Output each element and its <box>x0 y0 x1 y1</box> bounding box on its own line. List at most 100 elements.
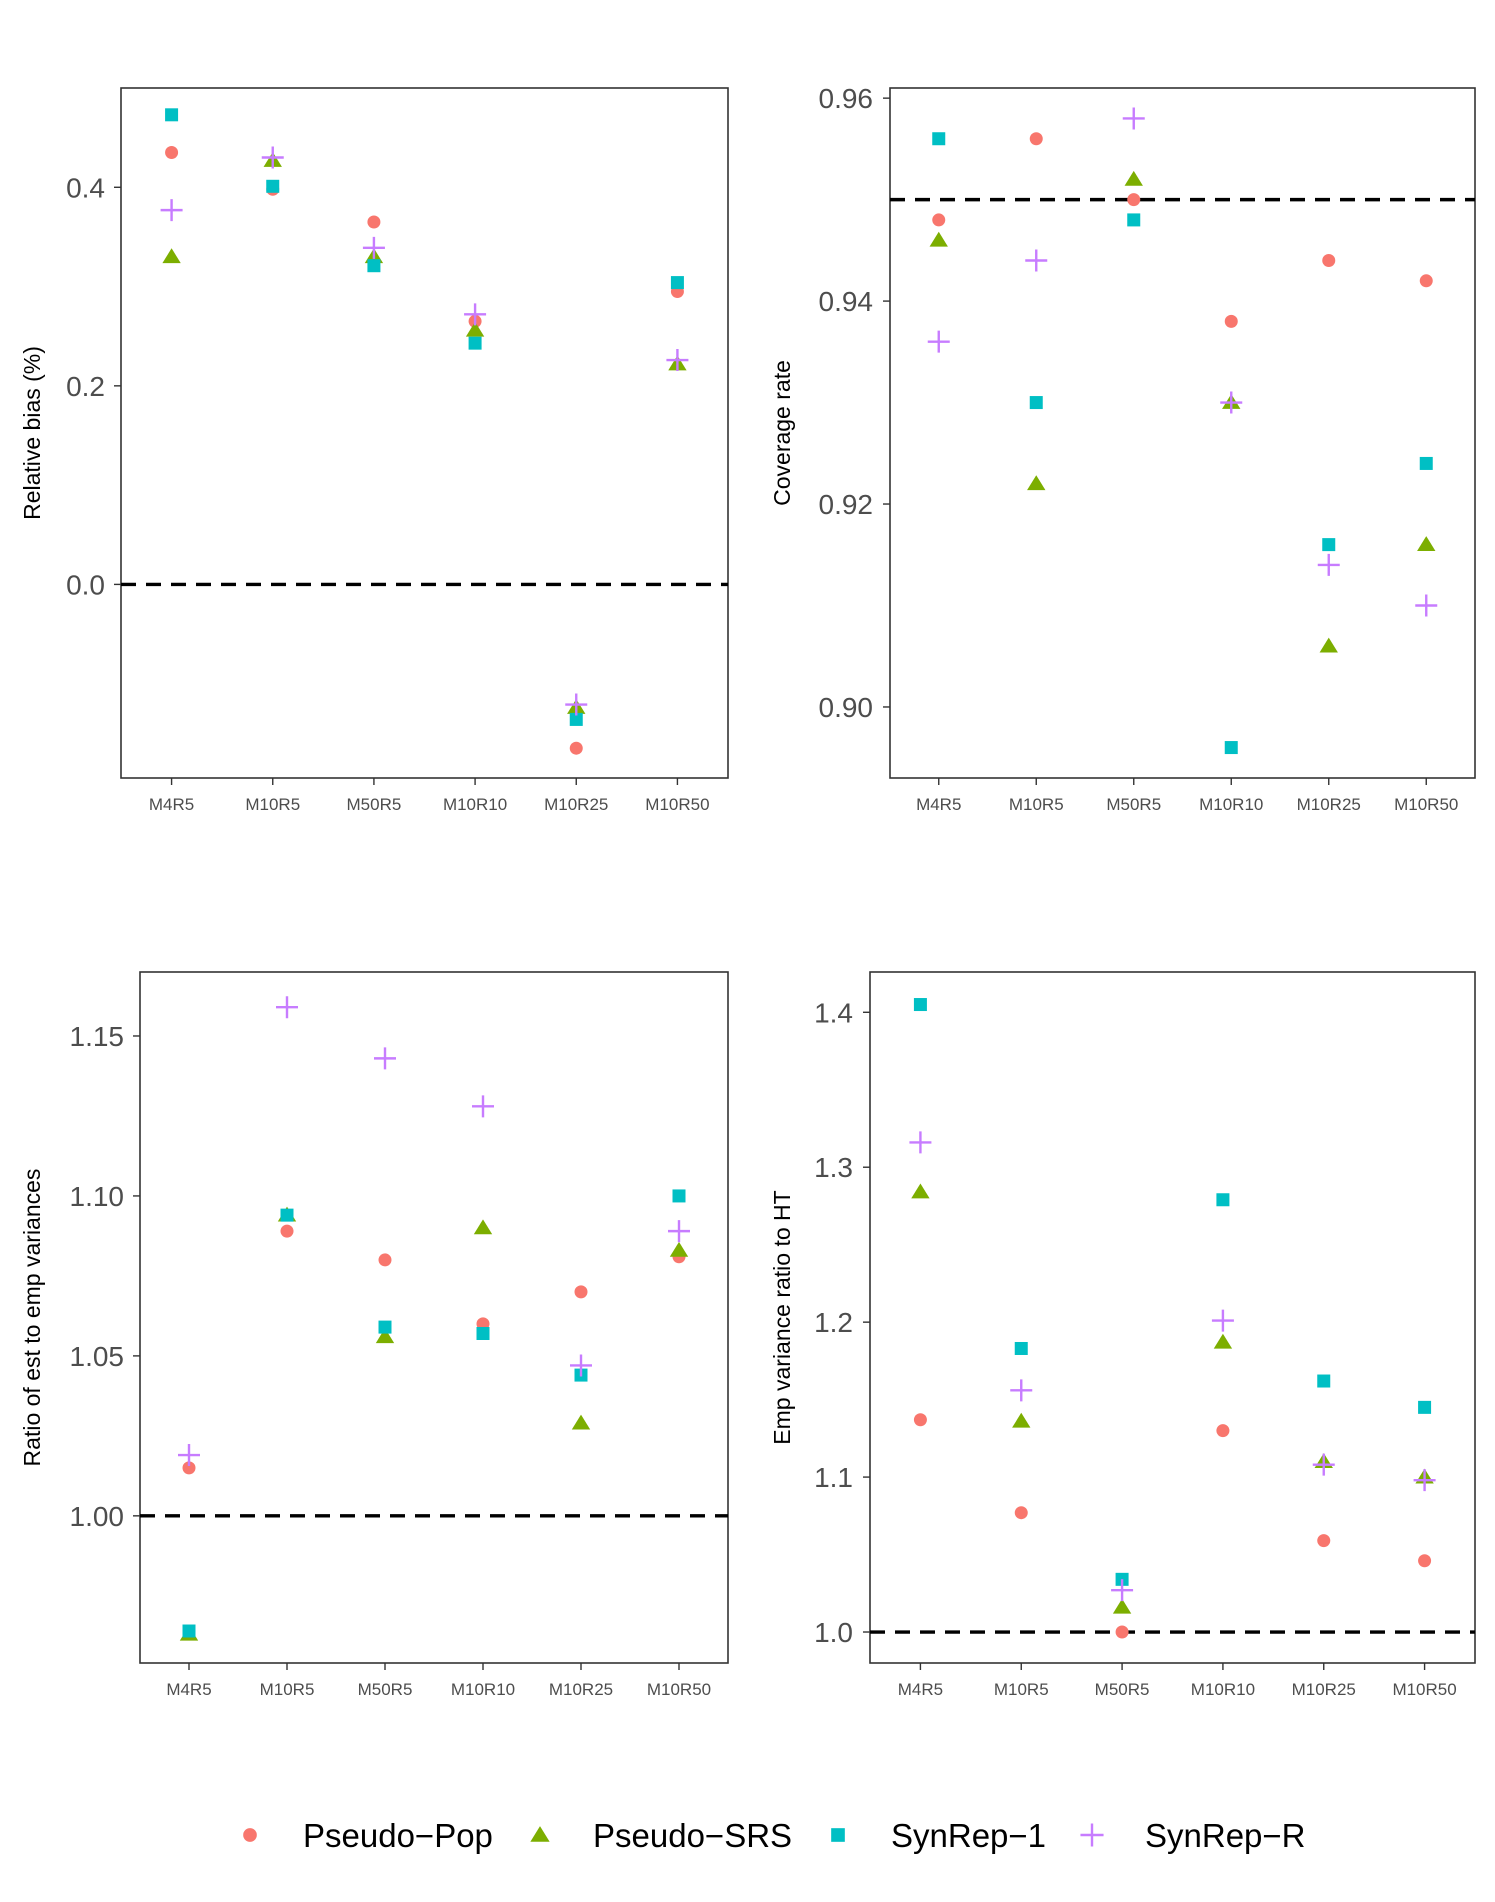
data-point <box>1029 132 1043 146</box>
x-tick-label: M10R25 <box>544 795 608 814</box>
series-SynRep−1 <box>182 1189 686 1638</box>
data-point <box>911 1183 930 1199</box>
y-tick-label: 1.15 <box>70 1021 125 1052</box>
plot-frame <box>139 971 729 1664</box>
y-axis-label: Coverage rate <box>769 360 795 506</box>
y-axis-label: Relative bias (%) <box>19 346 45 520</box>
data-point <box>1216 1424 1230 1438</box>
data-point <box>1224 314 1238 328</box>
data-point <box>1419 456 1433 470</box>
x-tick-label: M10R5 <box>1009 795 1064 814</box>
data-point <box>1418 1400 1432 1414</box>
data-point <box>472 1095 494 1118</box>
data-point <box>1419 274 1433 288</box>
data-point <box>666 349 689 372</box>
y-tick-label: 0.94 <box>819 286 874 317</box>
legend-item: SynRep−R <box>1080 1817 1306 1854</box>
data-point <box>1127 213 1141 227</box>
data-point <box>1115 1625 1129 1639</box>
x-tick-label: M10R25 <box>549 1680 613 1699</box>
series-SynRep−1 <box>165 108 684 726</box>
data-point <box>668 1220 690 1243</box>
y-tick-label: 1.3 <box>814 1152 853 1183</box>
series-Pseudo−SRS <box>179 1206 689 1641</box>
data-point <box>1415 594 1438 617</box>
data-point <box>182 1461 196 1475</box>
plot-frame <box>869 971 1476 1664</box>
series-SynRep−R <box>927 107 1438 617</box>
data-point <box>465 321 485 337</box>
data-point <box>1127 193 1141 207</box>
x-tick-label: M50R5 <box>1106 795 1161 814</box>
series-SynRep−1 <box>913 998 1432 1586</box>
data-point <box>266 179 280 193</box>
data-point <box>276 996 298 1019</box>
data-point <box>571 1414 591 1430</box>
legend-key-square-icon <box>831 1828 845 1842</box>
data-point <box>670 276 684 290</box>
data-point <box>1014 1506 1028 1520</box>
y-tick-label: 0.2 <box>66 371 105 402</box>
x-tick-label: M10R10 <box>451 1680 515 1699</box>
data-point <box>1220 391 1243 414</box>
data-point <box>1112 1598 1132 1614</box>
data-point <box>1322 254 1336 267</box>
data-point <box>464 303 487 326</box>
data-point <box>378 1320 392 1334</box>
data-point <box>1122 107 1145 130</box>
data-point <box>1322 538 1336 552</box>
data-point <box>569 741 583 755</box>
x-tick-label: M10R50 <box>645 795 709 814</box>
data-point <box>669 1241 689 1257</box>
y-axis-label: Ratio of est to emp variances <box>19 1169 45 1467</box>
data-point <box>932 213 946 227</box>
plot-frame <box>120 87 729 779</box>
data-point <box>362 236 385 259</box>
data-point <box>672 1189 686 1203</box>
x-tick-label: M4R5 <box>166 1680 211 1699</box>
x-tick-label: M10R5 <box>994 1680 1049 1699</box>
data-point <box>280 1208 294 1222</box>
x-tick-label: M10R25 <box>1297 795 1361 814</box>
data-point <box>1312 1453 1335 1476</box>
data-point <box>165 108 179 122</box>
series-SynRep−R <box>178 996 690 1467</box>
x-tick-label: M10R5 <box>260 1680 315 1699</box>
series-Pseudo−Pop <box>932 132 1433 328</box>
series-Pseudo−Pop <box>913 1413 1432 1639</box>
plot-frame <box>889 87 1476 779</box>
y-tick-label: 1.0 <box>814 1617 853 1648</box>
data-point <box>1029 396 1043 410</box>
legend-label: SynRep−R <box>1145 1817 1306 1854</box>
data-point <box>165 146 179 160</box>
data-point <box>160 199 183 222</box>
data-point <box>1012 1412 1031 1428</box>
data-point <box>162 248 181 264</box>
data-point <box>1027 475 1046 491</box>
data-point <box>913 1413 927 1427</box>
y-tick-label: 1.2 <box>814 1307 853 1338</box>
data-point <box>178 1444 200 1467</box>
data-point <box>261 146 284 169</box>
legend-key-triangle-icon <box>530 1826 550 1842</box>
y-tick-label: 0.0 <box>66 569 105 600</box>
data-point <box>1014 1341 1028 1355</box>
data-point <box>1317 553 1340 576</box>
data-point <box>1418 1554 1432 1568</box>
data-point <box>570 1354 592 1377</box>
legend: Pseudo−Pop Pseudo−SRS SynRep−1 SynRep−R <box>243 1817 1306 1854</box>
y-tick-label: 1.4 <box>814 997 853 1028</box>
panel-3: 1.00 1.05 1.10 1.15 M4R5 M10R5 M50R5 M10R10 M10R… <box>19 971 729 1699</box>
x-tick-label: M10R50 <box>1394 795 1458 814</box>
y-tick-label: 1.05 <box>70 1341 125 1372</box>
data-point <box>1224 741 1238 755</box>
data-point <box>932 132 946 146</box>
data-point <box>1010 1379 1033 1402</box>
x-tick-label: M4R5 <box>916 795 961 814</box>
legend-label: SynRep−1 <box>891 1817 1046 1854</box>
data-point <box>1317 1534 1331 1548</box>
data-point <box>1413 1469 1436 1492</box>
legend-item: SynRep−1 <box>831 1817 1046 1854</box>
x-tick-label: M50R5 <box>1095 1680 1150 1699</box>
